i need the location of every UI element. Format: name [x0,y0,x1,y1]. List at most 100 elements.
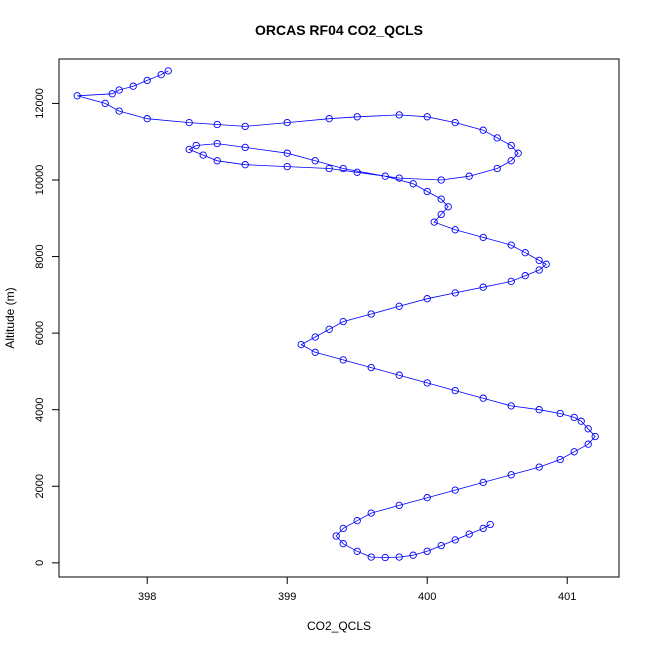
data-point [479,126,487,134]
data-point [129,82,137,90]
data-point [584,425,592,433]
data-point [395,501,403,510]
y-tick-label: 2000 [34,474,46,498]
data-point [507,277,515,286]
data-point [185,145,193,154]
x-tick-label: 401 [558,591,576,603]
data-point [591,432,599,441]
data-point [423,547,431,555]
data-point [339,317,347,326]
y-tick-label: 10000 [34,165,46,196]
data-point [199,151,207,159]
y-tick-label: 0 [34,560,46,566]
y-tick-label: 6000 [34,321,46,345]
data-point [241,143,249,152]
data-point [479,524,487,533]
plot-frame [58,58,620,578]
data-point [367,553,375,561]
data-point [283,149,291,157]
series-line [77,70,596,558]
data-point [409,180,417,188]
data-point [535,266,543,274]
data-point [507,402,515,410]
data-point [451,486,459,494]
data-point [332,532,340,540]
data-point [297,340,305,349]
data-point [423,494,431,502]
x-tick-label: 400 [418,591,436,603]
data-point [507,471,515,479]
data-point [437,176,445,184]
data-point [283,162,291,171]
x-axis-label: CO2_QCLS [307,619,371,633]
data-point [542,260,550,268]
y-tick-label: 12000 [34,88,46,119]
data-point [451,536,459,544]
data-point [479,233,487,242]
data-point [437,195,445,203]
data-point [423,295,431,303]
data-point [409,551,417,559]
data-point [451,386,459,395]
data-point [339,356,347,364]
data-point [444,203,452,211]
data-point [101,99,109,108]
data-point [514,149,522,157]
data-point [213,139,221,148]
data-point [185,118,193,127]
data-point [367,363,375,372]
data-point [535,406,543,414]
data-point [353,113,361,121]
data-point [115,86,123,94]
data-point [479,478,487,487]
data-point [311,348,319,356]
data-point [157,71,165,79]
data-point [339,164,347,173]
data-point [143,76,151,85]
y-tick-label: 4000 [34,397,46,421]
data-point [241,161,249,169]
data-point [521,272,529,280]
data-point [584,440,592,448]
data-point [451,118,459,127]
data-point [423,113,431,121]
data-point [493,134,501,142]
data-point [395,371,403,379]
data-point [353,168,361,176]
data-point [451,289,459,297]
data-point [73,92,81,100]
data-series [73,67,599,562]
data-point [381,172,389,180]
data-point [353,517,361,525]
data-point [395,302,403,310]
y-axis-label: Altitude (m) [3,287,17,348]
data-point [367,310,375,318]
data-point [423,187,431,196]
y-axis: 0 2000 4000 6000 8000 10000 12000 [34,88,60,566]
x-tick-label: 399 [278,591,296,603]
x-axis: 398 399 400 401 [138,576,576,603]
data-point [395,174,403,182]
data-point [479,283,487,291]
data-point [283,118,291,127]
data-point [143,115,151,123]
data-point [521,249,529,257]
data-point [325,325,333,333]
data-point [437,210,445,219]
data-point [451,226,459,234]
data-point [535,256,543,265]
data-point [556,409,564,418]
data-point [556,455,564,464]
data-point [479,394,487,402]
data-point [381,553,389,562]
data-point [339,540,347,548]
data-point [535,463,543,471]
data-point [507,157,515,165]
data-point [353,547,361,555]
data-point [311,157,319,165]
x-tick-label: 398 [138,591,156,603]
data-point [570,448,578,456]
data-point [108,90,116,98]
data-point [395,111,403,119]
